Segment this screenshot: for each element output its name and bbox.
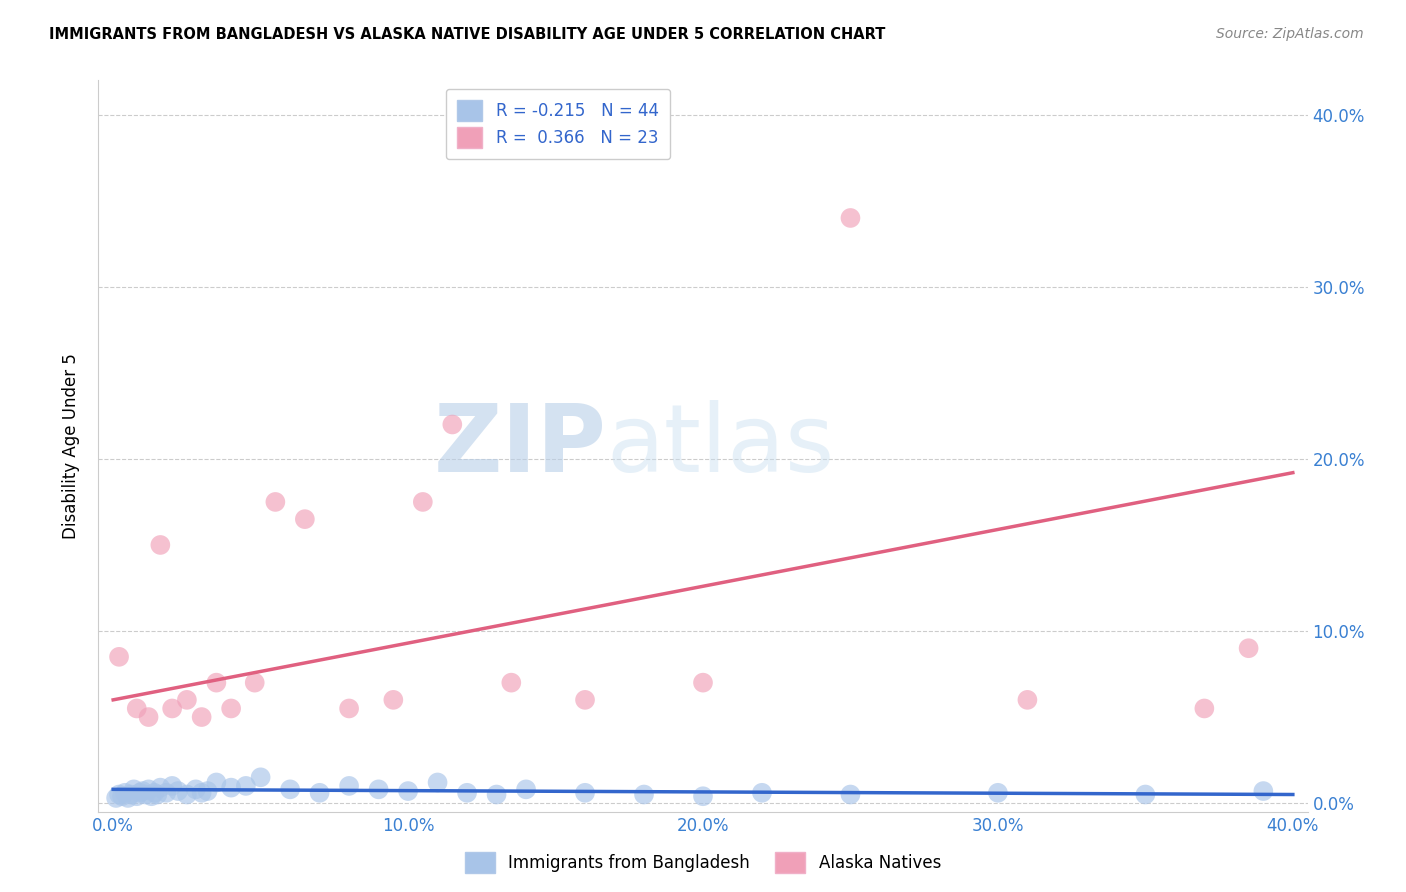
Point (219, 780, 242, 795)
Point (515, 782, 537, 797)
Point (367, 782, 389, 797)
Point (987, 786, 1010, 800)
Point (1237, 641, 1260, 656)
Point (839, 788, 862, 802)
Point (125, 701, 148, 715)
Point (574, 693, 596, 707)
Point (143, 786, 166, 800)
Point (501, 675, 523, 690)
Point (197, 784, 219, 798)
Point (692, 675, 714, 690)
Point (249, 770, 271, 784)
Point (692, 789, 714, 804)
Point (633, 788, 655, 802)
Point (308, 786, 330, 800)
Point (149, 538, 172, 552)
Point (167, 784, 190, 798)
Point (382, 693, 405, 707)
Point (135, 788, 157, 802)
Point (155, 786, 177, 800)
Point (190, 786, 212, 800)
Text: atlas: atlas (606, 400, 835, 492)
Point (1253, 784, 1275, 798)
Point (114, 786, 136, 800)
Point (160, 779, 183, 793)
Point (1194, 701, 1216, 715)
Point (184, 782, 207, 797)
Point (839, 211, 862, 225)
Point (122, 782, 145, 797)
Point (219, 701, 242, 715)
Legend: R = -0.215   N = 44, R =  0.366   N = 23: R = -0.215 N = 44, R = 0.366 N = 23 (446, 88, 671, 160)
Point (264, 495, 287, 509)
Point (190, 710, 212, 724)
Point (426, 775, 449, 789)
Point (117, 791, 139, 805)
Point (128, 786, 150, 800)
Point (485, 788, 508, 802)
Point (294, 512, 316, 526)
Point (751, 786, 773, 800)
Point (120, 788, 142, 802)
Point (243, 675, 266, 690)
Point (441, 417, 464, 432)
Point (176, 788, 198, 802)
Point (125, 789, 148, 804)
Point (105, 791, 128, 805)
Point (111, 789, 134, 804)
Text: Source: ZipAtlas.com: Source: ZipAtlas.com (1216, 27, 1364, 41)
Point (160, 701, 183, 715)
Point (1017, 693, 1039, 707)
Y-axis label: Disability Age Under 5: Disability Age Under 5 (62, 353, 80, 539)
Point (108, 649, 131, 664)
Point (574, 786, 596, 800)
Point (205, 675, 228, 690)
Legend: Immigrants from Bangladesh, Alaska Natives: Immigrants from Bangladesh, Alaska Nativ… (458, 846, 948, 880)
Point (337, 779, 360, 793)
Point (138, 710, 160, 724)
Point (456, 786, 478, 800)
Point (149, 780, 172, 795)
Text: ZIP: ZIP (433, 400, 606, 492)
Point (131, 784, 153, 798)
Point (205, 775, 228, 789)
Point (235, 779, 257, 793)
Point (1135, 788, 1157, 802)
Point (108, 788, 131, 802)
Point (412, 495, 434, 509)
Text: IMMIGRANTS FROM BANGLADESH VS ALASKA NATIVE DISABILITY AGE UNDER 5 CORRELATION C: IMMIGRANTS FROM BANGLADESH VS ALASKA NAT… (49, 27, 886, 42)
Point (176, 693, 198, 707)
Point (138, 782, 160, 797)
Point (141, 789, 163, 804)
Point (146, 788, 169, 802)
Point (337, 701, 360, 715)
Point (396, 784, 419, 798)
Point (278, 782, 301, 797)
